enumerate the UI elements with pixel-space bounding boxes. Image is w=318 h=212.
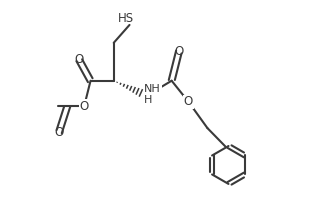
Text: O: O: [174, 45, 183, 58]
Text: O: O: [74, 53, 84, 66]
Text: O: O: [54, 126, 64, 139]
Text: O: O: [80, 99, 89, 113]
Text: O: O: [184, 95, 193, 108]
Text: NH
H: NH H: [144, 84, 161, 105]
Text: HS: HS: [118, 12, 135, 25]
